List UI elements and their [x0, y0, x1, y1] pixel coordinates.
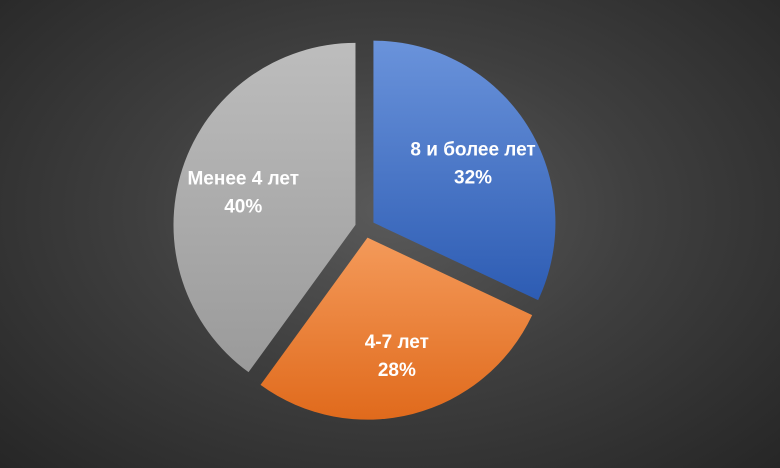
slice-label-3: Менее 4 лет: [187, 168, 299, 189]
pie-slices: [173, 40, 556, 420]
pie-slice-1: [373, 40, 556, 301]
slice-percent-2: 28%: [378, 360, 416, 381]
slice-percent-1: 32%: [454, 167, 492, 188]
pie-slice-2: [260, 237, 533, 420]
pie-slice-3: [173, 42, 356, 373]
slice-percent-3: 40%: [224, 196, 262, 217]
slice-label-1: 8 и более лет: [410, 139, 535, 160]
pie-labels: 8 и более лет 32% 4-7 лет 28% Менее 4 лет 40%: [187, 139, 535, 381]
slice-label-2: 4-7 лет: [365, 332, 429, 353]
